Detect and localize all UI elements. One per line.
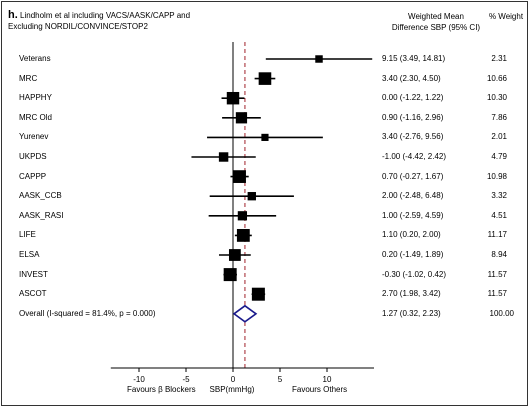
study-name: HAPPHY — [19, 93, 52, 103]
study-name: Veterans — [19, 54, 51, 63]
x-label-left: Favours β Blockers — [127, 385, 196, 394]
study-ci-text: 2.00 (-2.48, 6.48) — [382, 191, 444, 201]
study-ci-text: 3.40 (-2.76, 9.56) — [382, 132, 444, 142]
study-ci-text: -0.30 (-1.02, 0.42) — [382, 269, 447, 279]
study-point-marker — [236, 228, 250, 242]
study-weight-text: 10.98 — [486, 171, 507, 181]
study-ci-text: 9.15 (3.49, 14.81) — [382, 54, 446, 63]
overall-ci-text: 1.27 (0.32, 2.23) — [382, 308, 441, 318]
study-weight-text: 11.17 — [487, 230, 507, 240]
study-ci-text: 2.70 (1.98, 3.42) — [382, 289, 441, 299]
study-name: UKPDS — [19, 152, 47, 161]
study-ci-text: 0.70 (-0.27, 1.67) — [382, 171, 444, 181]
panel-letter: h. — [8, 9, 18, 21]
study-ci-text: 1.00 (-2.59, 4.59) — [382, 210, 444, 220]
study-name: MRC Old — [19, 112, 52, 122]
study-ci-text: 3.40 (2.30, 4.50) — [382, 73, 441, 83]
study-weight-text: 7.86 — [491, 112, 507, 122]
study-weight-text: 3.32 — [491, 191, 507, 201]
x-tick-label: -5 — [182, 375, 190, 384]
overall-label: Overall (I-squared = 81.4%, p = 0.000) — [19, 308, 156, 318]
wmd-header: Weighted Mean Difference SBP (95% CI) — [376, 11, 496, 33]
study-weight-text: 4.79 — [491, 152, 507, 161]
study-ci-text: 0.20 (-1.49, 1.89) — [382, 250, 444, 259]
wmd-header-line-2: Difference SBP (95% CI) — [391, 23, 481, 32]
study-name: CAPPP — [19, 171, 47, 181]
study-name: Yurenev — [19, 132, 49, 142]
x-tick-label: 0 — [231, 375, 236, 384]
title-line-1: Lindholm et al including VACS/AASK/CAPP … — [20, 11, 191, 20]
study-name: MRC — [19, 73, 38, 83]
study-point-marker — [315, 55, 323, 63]
wmd-header-line-1: Weighted Mean — [408, 12, 464, 21]
study-point-marker — [223, 268, 237, 282]
weight-header: % Weight — [488, 12, 524, 21]
study-weight-text: 11.57 — [487, 269, 507, 279]
study-name: LIFE — [19, 230, 36, 240]
panel-title: h. Lindholm et al including VACS/AASK/CA… — [8, 10, 190, 32]
study-point-marker — [228, 249, 241, 261]
study-weight-text: 2.31 — [491, 54, 507, 63]
study-point-marker — [237, 211, 248, 221]
x-label-right: Favours Others — [292, 385, 347, 394]
study-weight-text: 4.51 — [491, 210, 507, 220]
study-ci-text: 0.90 (-1.16, 2.96) — [382, 112, 444, 122]
study-name: AASK_CCB — [19, 191, 62, 201]
study-name: AASK_RASI — [19, 210, 64, 220]
x-tick-label: 5 — [278, 375, 283, 384]
x-tick-label: -10 — [133, 375, 145, 384]
x-label-center: SBP(mmHg) — [210, 385, 255, 394]
study-weight-text: 8.94 — [491, 250, 507, 259]
overall-weight-text: 100.00 — [489, 308, 514, 318]
study-point-marker — [261, 133, 269, 141]
title-line-2: Excluding NORDIL/CONVINCE/STOP2 — [8, 22, 148, 31]
study-weight-text: 2.01 — [491, 132, 507, 142]
study-weight-text: 11.57 — [487, 289, 507, 299]
study-ci-text: 0.00 (-1.22, 1.22) — [382, 93, 444, 103]
study-point-marker — [226, 91, 240, 105]
study-point-marker — [251, 287, 265, 301]
study-point-marker — [233, 170, 246, 183]
study-weight-text: 10.66 — [486, 73, 507, 83]
study-point-marker — [218, 152, 229, 162]
study-weight-text: 10.30 — [486, 93, 507, 103]
study-point-marker — [258, 72, 272, 85]
study-ci-text: -1.00 (-4.42, 2.42) — [382, 152, 447, 161]
study-point-marker — [247, 192, 256, 201]
overall-diamond — [232, 304, 258, 323]
study-point-marker — [235, 112, 248, 124]
study-name: ASCOT — [19, 289, 47, 299]
study-ci-text: 1.10 (0.20, 2.00) — [382, 230, 441, 240]
study-name: ELSA — [19, 250, 40, 259]
x-tick-label: 10 — [323, 375, 332, 384]
study-name: INVEST — [19, 269, 48, 279]
